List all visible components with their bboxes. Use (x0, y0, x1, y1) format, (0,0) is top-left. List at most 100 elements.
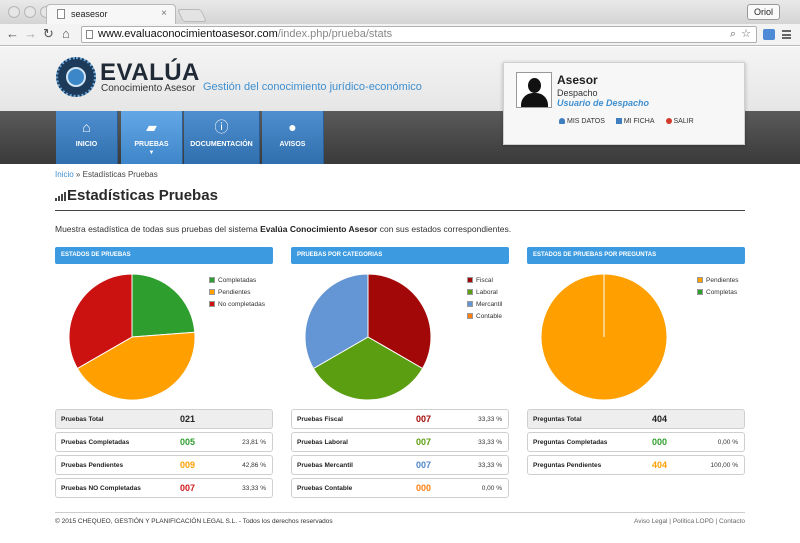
legend-label: Laboral (476, 289, 498, 296)
user-icon (559, 118, 565, 124)
legend-swatch (697, 277, 703, 283)
pie-slice-no-completadas (68, 273, 133, 370)
stat-value: 000 (652, 437, 668, 447)
stat-label: Preguntas Completadas (533, 439, 608, 446)
hamburger-menu-icon[interactable] (782, 30, 791, 39)
stat-percent: 100,00 % (710, 462, 738, 469)
address-bar[interactable]: www.evaluaconocimientoasesor.com/index.p… (81, 26, 757, 43)
stat-row: Preguntas Total 404 (527, 409, 745, 429)
stat-label: Pruebas Pendientes (61, 462, 124, 469)
stat-label: Pruebas Total (61, 416, 104, 423)
stat-label: Pruebas NO Completadas (61, 485, 141, 492)
profile-button[interactable]: Oriol (746, 4, 780, 20)
page-icon (86, 30, 93, 39)
home-icon[interactable]: ⌂ (62, 26, 70, 41)
nav-label: PRUEBAS (134, 141, 169, 148)
search-icon[interactable]: ⌕ (729, 28, 736, 40)
breadcrumb-current: Estadísticas Pruebas (82, 170, 158, 179)
legend-swatch (467, 277, 473, 283)
title-divider (55, 210, 745, 211)
mi-ficha-link[interactable]: MI FICHA (615, 118, 655, 125)
stat-percent: 33,33 % (478, 439, 502, 446)
pie-chart (304, 273, 432, 401)
nav-documentacion[interactable]: ⓘ DOCUMENTACIÓN (184, 111, 260, 164)
chart-legend: Pendientes Completas (697, 276, 739, 300)
stat-value: 404 (652, 460, 668, 470)
legend-entry: Pendientes (697, 276, 739, 288)
legend-label: No completadas (218, 301, 265, 308)
legend-entry: Fiscal (467, 276, 502, 288)
pie-slice-completadas (131, 273, 196, 338)
nav-pruebas[interactable]: ▰ PRUEBAS ▼ (121, 111, 183, 164)
browser-toolbar: ← → ↻ ⌂ www.evaluaconocimientoasesor.com… (0, 24, 800, 46)
stat-percent: 33,33 % (478, 416, 502, 423)
browser-tab[interactable]: seasesor × (46, 4, 176, 24)
salir-link[interactable]: SALIR (665, 118, 694, 125)
legend-entry: Completadas (209, 276, 265, 288)
back-arrow-icon[interactable]: ← (6, 26, 19, 41)
legend-swatch (209, 289, 215, 295)
legend-swatch (467, 313, 473, 319)
footer-link-contacto[interactable]: Contacto (718, 518, 745, 525)
footer-divider (55, 512, 745, 513)
legend-label: Pendientes (706, 277, 739, 284)
stat-label: Pruebas Laboral (297, 439, 348, 446)
breadcrumb-home-link[interactable]: Inicio (55, 170, 74, 179)
logo-badge-icon[interactable] (56, 57, 96, 97)
legend-label: Fiscal (476, 277, 493, 284)
intro-text: Muestra estadística de todas sus pruebas… (55, 224, 512, 234)
footer-link-politica-lopd[interactable]: Política LOPD (672, 518, 714, 525)
reload-icon[interactable]: ↻ (43, 26, 54, 41)
mis-datos-link[interactable]: MIS DATOS (559, 118, 605, 125)
breadcrumb: Inicio » Estadísticas Pruebas (55, 170, 158, 179)
user-links: MIS DATOS MI FICHA SALIR (559, 118, 703, 125)
window-minimize-icon[interactable] (24, 6, 36, 18)
stat-label: Pruebas Completadas (61, 439, 130, 446)
stat-row: Pruebas Fiscal 007 33,33 % (291, 409, 509, 429)
stat-row: Pruebas Contable 000 0,00 % (291, 478, 509, 498)
stat-value: 009 (180, 460, 196, 470)
folders-icon: ▰ (146, 119, 157, 135)
pie-chart (68, 273, 196, 401)
stat-label: Preguntas Total (533, 416, 582, 423)
footer-link-aviso-legal[interactable]: Aviso Legal (633, 518, 668, 525)
extension-icon[interactable] (763, 29, 775, 40)
chart-legend: Completadas Pendientes No completadas (209, 276, 265, 312)
forward-arrow-icon[interactable]: → (24, 26, 37, 41)
pie-slice-mercantil (304, 273, 369, 370)
tab-close-icon[interactable]: × (161, 8, 167, 19)
chart-legend: Fiscal Laboral Mercantil Contable (467, 276, 502, 324)
stat-value: 007 (180, 483, 196, 493)
legend-swatch (467, 289, 473, 295)
legend-label: Mercantil (476, 301, 503, 308)
footer-links: Aviso Legal | Política LOPD | Contacto (633, 518, 745, 525)
site-tagline: Gestión del conocimiento jurídico-económ… (203, 81, 422, 93)
stat-row: Pruebas NO Completadas 007 33,33 % (55, 478, 273, 498)
pie-chart-area: Completadas Pendientes No completadas (55, 264, 273, 422)
nav-inicio[interactable]: ⌂ INICIO (56, 111, 118, 164)
new-tab-button[interactable] (176, 9, 208, 22)
pie-chart (540, 273, 668, 401)
panel-title: ESTADOS DE PRUEBAS (55, 247, 273, 264)
star-icon[interactable]: ☆ (741, 28, 751, 40)
legend-entry: Pendientes (209, 288, 265, 300)
panel-title: ESTADOS DE PRUEBAS POR PREGUNTAS (527, 247, 745, 264)
user-name: Asesor (557, 73, 598, 87)
panel-title: PRUEBAS POR CATEGORIAS (291, 247, 509, 264)
legend-entry: Laboral (467, 288, 502, 300)
stat-row: Pruebas Pendientes 009 42,86 % (55, 455, 273, 475)
nav-label: DOCUMENTACIÓN (190, 141, 253, 148)
bookmark-icon (615, 118, 622, 124)
pie-chart-area: Pendientes Completas (527, 264, 745, 422)
url-host: www.evaluaconocimientoasesor.com (98, 28, 278, 40)
caret-down-icon: ▼ (148, 150, 155, 156)
chat-bubbles-icon: ● (288, 119, 297, 135)
legend-entry: Completas (697, 288, 739, 300)
url-path: /index.php/prueba/stats (277, 28, 393, 40)
logo-title[interactable]: EVALÚA (100, 59, 200, 86)
legend-swatch (209, 301, 215, 307)
home-icon: ⌂ (82, 119, 91, 135)
breadcrumb-separator: » (75, 170, 81, 179)
nav-avisos[interactable]: ● AVISOS (262, 111, 324, 164)
window-close-icon[interactable] (8, 6, 20, 18)
